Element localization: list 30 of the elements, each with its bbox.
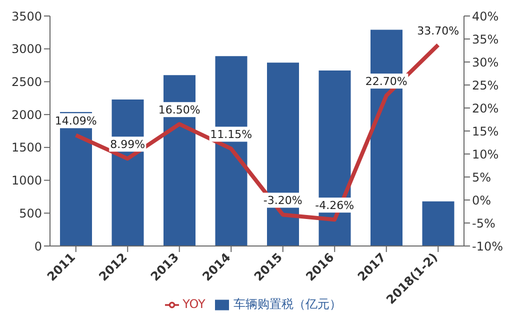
y2-tick-label: 15% (472, 124, 499, 138)
data-label: 22.70% (365, 75, 408, 88)
y2-tick-label: 30% (472, 55, 499, 70)
data-label: -4.26% (315, 199, 354, 212)
y-tick-label: 2000 (11, 108, 42, 122)
y2-tick-label: 25% (472, 78, 499, 92)
bar (422, 201, 454, 246)
data-label: -3.20% (263, 194, 302, 208)
y-tick-label: 2500 (11, 74, 42, 89)
data-label: 14.09% (54, 114, 97, 128)
legend-label: YOY (182, 297, 206, 311)
y-tick-label: 3000 (11, 42, 42, 56)
data-label: 8.99% (110, 138, 146, 152)
data-label: 16.50% (158, 104, 200, 117)
data-label: 33.70% (417, 24, 460, 38)
y-tick-label: 0 (34, 239, 42, 254)
y-tick-label: 1500 (11, 140, 42, 155)
y2-tick-label: 0% (472, 193, 492, 208)
y2-tick-label: 20% (472, 101, 499, 116)
y-tick-label: 500 (19, 206, 42, 220)
legend-label: 车辆购置税（亿元） (233, 297, 342, 311)
y2-tick-label: 40% (472, 9, 499, 24)
y2-tick-label: 35% (472, 32, 499, 46)
data-label: 11.15% (210, 128, 252, 142)
y2-tick-label: 5% (472, 170, 492, 184)
y2-tick-label: -10% (472, 239, 504, 254)
y-tick-label: 3500 (11, 9, 42, 24)
y-tick-label: 1000 (11, 174, 42, 188)
y2-tick-label: -5% (472, 216, 496, 230)
y2-tick-label: 10% (472, 147, 499, 162)
